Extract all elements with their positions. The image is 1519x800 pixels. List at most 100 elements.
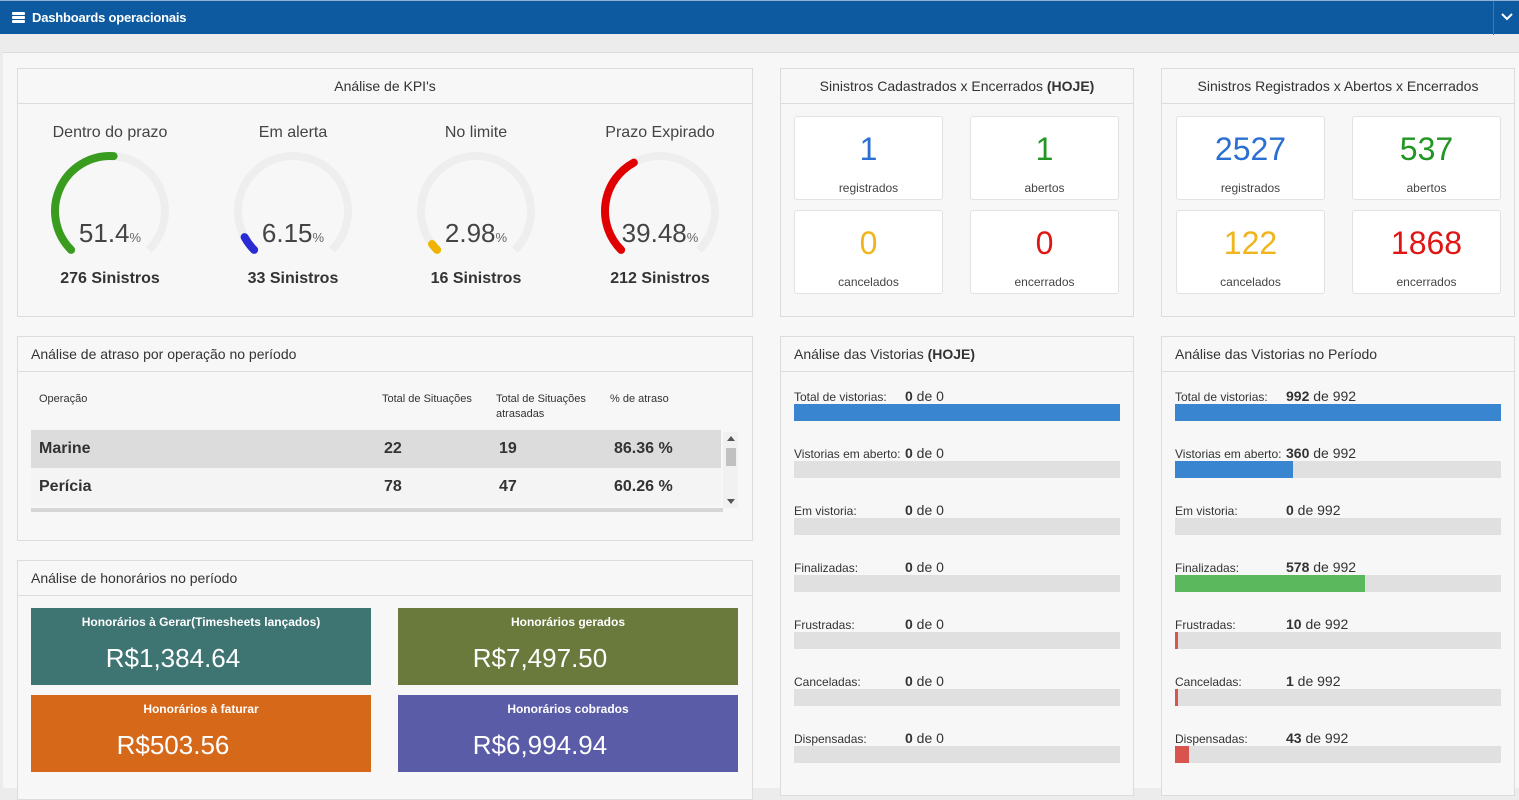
stat-label: abertos [1406, 181, 1447, 195]
kpi-value: 2.98 [444, 218, 496, 248]
inspection-value: 0 de 0 [905, 502, 944, 518]
stat-number: 1868 [1390, 225, 1463, 261]
scroll-down-icon[interactable] [727, 499, 735, 504]
stat-label: abertos [1024, 181, 1065, 195]
kpi-count: 212 Sinistros [610, 270, 710, 287]
cell-late: 19 [499, 440, 517, 457]
gauge-track [417, 152, 535, 253]
inspection-label: Total de vistorias: [794, 390, 887, 404]
inspection-value: 0 de 0 [905, 673, 944, 689]
all-claims-panel: Sinistros Registrados x Abertos x Encerr… [1161, 68, 1515, 317]
table-scrollbar[interactable] [723, 432, 738, 508]
collapse-button[interactable] [1493, 1, 1519, 35]
cell-total: 78 [384, 478, 402, 495]
progress-bar [794, 689, 1120, 706]
gauge-fill [428, 240, 442, 254]
fee-tile-to-invoice: Honorários à faturar R$503.56 [31, 695, 371, 772]
progress-fill [1175, 575, 1365, 592]
stat-closed: 1868 encerrados [1352, 210, 1501, 294]
table-row[interactable]: Perícia 78 47 60.26 % [31, 468, 721, 506]
kpi-gauge: 39.48% [595, 146, 725, 266]
inspection-label: Em vistoria: [1175, 504, 1238, 518]
stat-number: 1 [1035, 131, 1054, 167]
inspection-value: 0 de 0 [905, 445, 944, 461]
stat-label: registrados [838, 181, 899, 195]
today-claims-title: Sinistros Cadastrados x Encerrados (HOJE… [781, 69, 1133, 104]
inspection-value: 0 de 0 [905, 559, 944, 575]
progress-fill [794, 404, 1120, 421]
col-header-operation[interactable]: Operação [39, 393, 88, 405]
fee-value: R$7,497.50 [472, 643, 608, 673]
gauge-fill [240, 233, 259, 254]
kpi-label: Prazo Expirado [605, 124, 715, 141]
inspection-value: 0 de 0 [905, 730, 944, 746]
chevron-down-icon [1501, 13, 1513, 21]
kpi-gauge: 2.98% [411, 146, 541, 266]
fee-title: Honorários à faturar [143, 702, 259, 716]
inspection-label: Total de vistorias: [1175, 390, 1268, 404]
kpi-expired: Prazo Expirado 39.48% 212 Sinistros [585, 124, 735, 288]
stat-number: 0 [1035, 225, 1054, 261]
top-bar: Dashboards operacionais [0, 0, 1519, 35]
today-claims-panel: Sinistros Cadastrados x Encerrados (HOJE… [780, 68, 1134, 317]
inspection-label: Dispensadas: [794, 732, 867, 746]
inspection-label: Frustradas: [1175, 618, 1236, 632]
scroll-up-icon[interactable] [727, 436, 735, 441]
progress-bar [1175, 746, 1501, 763]
progress-bar [794, 461, 1120, 478]
delay-panel-title: Análise de atraso por operação no períod… [18, 337, 752, 372]
stat-label: cancelados [838, 275, 899, 289]
progress-bar [1175, 575, 1501, 592]
fee-tile-to-generate: Honorários à Gerar(Timesheets lançados) R… [31, 608, 371, 685]
col-header-pct[interactable]: % de atraso [610, 393, 669, 405]
gauge-fill [601, 158, 638, 254]
inspection-label: Em vistoria: [794, 504, 857, 518]
inspection-value: 43 de 992 [1286, 730, 1349, 746]
kpi-label: Em alerta [258, 124, 328, 141]
cell-operation: Marine [39, 440, 91, 457]
stat-number: 2527 [1214, 131, 1287, 167]
inspection-label: Canceladas: [794, 675, 861, 689]
stat-label: registrados [1220, 181, 1281, 195]
fee-title: Honorários à Gerar(Timesheets lançados) [81, 615, 321, 629]
inspection-value: 10 de 992 [1286, 616, 1349, 632]
inspections-today-panel: Análise das Vistorias (HOJE) Total de vi… [780, 336, 1134, 796]
stat-registered: 2527 registrados [1176, 116, 1325, 200]
fee-tile-generated: Honorários gerados R$7,497.50 [398, 608, 738, 685]
fee-value: R$503.56 [116, 730, 230, 760]
kpi-count: 16 Sinistros [430, 270, 522, 287]
fee-value: R$1,384.64 [105, 643, 241, 673]
kpi-panel-title: Análise de KPI's [18, 69, 752, 104]
table-row[interactable]: Marine 22 19 86.36 % [31, 430, 721, 468]
col-header-total[interactable]: Total de Situações [382, 393, 472, 405]
inspection-value: 578 de 992 [1286, 559, 1357, 575]
inspection-label: Vistorias em aberto: [1175, 447, 1282, 461]
stat-number: 122 [1223, 225, 1278, 261]
fee-tile-charged: Honorários cobrados R$6,994.94 [398, 695, 738, 772]
kpi-unit: % [312, 230, 325, 245]
kpi-value: 51.4 [78, 218, 130, 248]
fee-title: Honorários gerados [510, 615, 626, 629]
progress-bar [794, 632, 1120, 649]
kpi-count: 33 Sinistros [247, 270, 339, 287]
inspection-value: 992 de 992 [1286, 388, 1357, 404]
cell-pct: 60.26 % [614, 478, 673, 495]
stat-open: 537 abertos [1352, 116, 1501, 200]
horizontal-scrollbar[interactable] [31, 508, 723, 512]
kpi-alert: Em alerta 6.15% 33 Sinistros [218, 124, 368, 288]
progress-bar [1175, 518, 1501, 535]
progress-bar [794, 575, 1120, 592]
stat-number: 537 [1399, 131, 1454, 167]
progress-bar [794, 746, 1120, 763]
kpi-gauge: 51.4% [45, 146, 175, 266]
progress-fill [1175, 689, 1178, 706]
stat-registered: 1 registrados [794, 116, 943, 200]
kpi-within-deadline: Dentro do prazo 51.4% 276 Sinistros [35, 124, 185, 288]
inspection-label: Finalizadas: [794, 561, 859, 575]
kpi-panel: Análise de KPI's Dentro do prazo 51.4% 2… [17, 68, 753, 317]
col-header-late[interactable]: Total de Situações atrasadas [496, 393, 586, 420]
inspection-label: Frustradas: [794, 618, 855, 632]
scroll-thumb[interactable] [726, 448, 736, 466]
progress-bar [1175, 404, 1501, 421]
kpi-unit: % [129, 230, 142, 245]
